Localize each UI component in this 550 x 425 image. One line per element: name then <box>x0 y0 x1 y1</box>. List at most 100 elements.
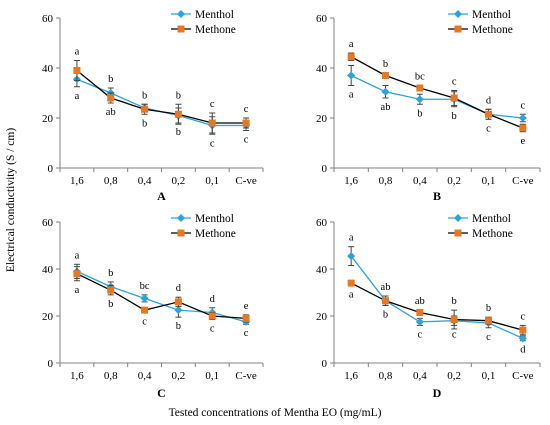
significance-letter: ab <box>106 107 116 118</box>
series-methone: a b bc c d e <box>347 39 527 147</box>
x-tick-label: 0,8 <box>104 175 118 187</box>
x-tick-label: 0,8 <box>379 175 393 187</box>
legend-label: Menthol <box>472 9 511 21</box>
data-point-diamond <box>140 294 149 303</box>
legend-label: Menthol <box>195 213 234 225</box>
significance-letter: c <box>244 328 249 339</box>
legend-item-methone: Methone <box>171 24 236 36</box>
significance-letter: b <box>452 296 457 307</box>
legend-marker-diamond <box>177 10 185 18</box>
significance-letter: e <box>520 136 525 147</box>
data-point-diamond <box>347 71 356 80</box>
data-point-diamond <box>174 306 183 315</box>
data-point-square <box>450 316 458 324</box>
x-tick-label: 0,2 <box>172 370 186 382</box>
series-line <box>76 270 247 323</box>
panel-label: C <box>157 386 166 400</box>
significance-letter: a <box>75 47 80 58</box>
data-point-square <box>208 312 216 320</box>
significance-letter: b <box>142 90 147 101</box>
legend-item-methone: Methone <box>448 228 513 240</box>
y-tick-label: 0 <box>322 358 328 370</box>
series-line <box>76 273 247 319</box>
data-point-square <box>107 286 115 294</box>
significance-letter: c <box>486 332 491 343</box>
significance-letter: d <box>210 294 216 305</box>
significance-letter: b <box>108 268 113 279</box>
data-point-square <box>242 314 250 322</box>
y-tick-label: 20 <box>42 113 54 125</box>
x-tick-label: 1,6 <box>344 370 358 382</box>
significance-letter: ab <box>381 282 391 293</box>
significance-letter: c <box>486 123 491 134</box>
y-tick-label: 40 <box>42 63 54 75</box>
y-tick-label: 40 <box>42 264 54 276</box>
series-line <box>350 282 524 331</box>
significance-letter: e <box>244 301 249 312</box>
legend-marker-diamond <box>454 10 462 18</box>
series-line <box>350 74 523 119</box>
significance-letter: a <box>349 39 354 50</box>
significance-letter: c <box>244 104 249 115</box>
significance-letter: c <box>520 100 525 111</box>
y-tick-label: 60 <box>316 217 328 229</box>
y-tick-label: 40 <box>316 264 328 276</box>
significance-letter: bc <box>415 72 425 83</box>
y-tick-label: 0 <box>48 358 54 370</box>
x-tick-label: C-ve <box>235 370 257 382</box>
x-tick-label: C-ve <box>512 370 534 382</box>
data-point-square <box>174 298 182 306</box>
significance-letter: c <box>520 311 525 322</box>
x-tick-label: 0,4 <box>413 175 427 187</box>
data-point-square <box>242 119 250 127</box>
data-point-square <box>141 105 149 113</box>
x-tick-label: C-ve <box>235 175 257 187</box>
significance-letter: d <box>520 345 526 356</box>
significance-letter: a <box>75 250 80 261</box>
y-tick-label: 40 <box>316 63 328 75</box>
significance-letter: a <box>75 285 80 296</box>
x-tick-label: 0,4 <box>138 370 152 382</box>
significance-letter: c <box>244 135 249 146</box>
series-line <box>76 69 247 124</box>
data-point-square <box>485 317 492 325</box>
data-point-square <box>73 270 81 278</box>
significance-letter: a <box>75 91 80 102</box>
series-line <box>350 255 524 339</box>
legend-label: Methone <box>195 24 236 36</box>
data-point-diamond <box>518 334 527 343</box>
panel-label: B <box>433 189 441 203</box>
y-tick-label: 60 <box>42 217 54 229</box>
y-tick-label: 20 <box>42 311 54 323</box>
significance-letter: ab <box>415 296 425 307</box>
y-axis-label: Electrical conductivity (S / cm) <box>5 128 17 273</box>
significance-letter: b <box>452 111 457 122</box>
panel-label: A <box>157 189 166 203</box>
data-point-diamond <box>347 252 356 261</box>
y-tick-label: 0 <box>322 163 328 175</box>
significance-letter: d <box>486 95 492 106</box>
data-point-square <box>382 297 389 305</box>
legend-marker-square <box>454 229 462 237</box>
data-point-square <box>347 53 355 61</box>
legend-label: Methone <box>472 228 513 240</box>
significance-letter: b <box>176 321 181 332</box>
significance-letter: c <box>417 329 422 340</box>
x-tick-label: 0,2 <box>447 370 461 382</box>
significance-letter: a <box>349 289 354 300</box>
x-tick-label: C-ve <box>512 175 534 187</box>
x-tick-label: 0,1 <box>205 175 219 187</box>
legend-item-methone: Methone <box>171 228 236 240</box>
significance-letter: d <box>176 283 182 294</box>
significance-letter: b <box>383 309 388 320</box>
significance-letter: a <box>349 90 354 101</box>
x-tick-label: 0,1 <box>482 370 496 382</box>
data-point-diamond <box>415 95 424 104</box>
x-axis-label: Tested concentrations of Mentha EO (mg/m… <box>169 407 382 419</box>
